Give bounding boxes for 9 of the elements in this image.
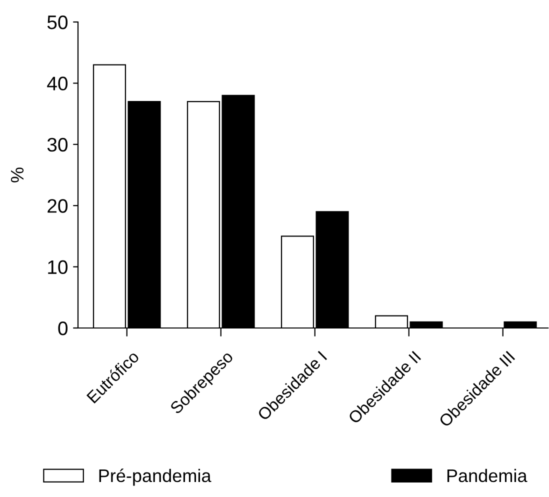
y-tick-label: 10 (48, 260, 68, 274)
y-tick-label: 40 (47, 76, 68, 90)
y-axis-title: % (10, 168, 24, 182)
y-tick-label: 0 (58, 321, 68, 336)
y-tick-label: 50 (47, 15, 68, 30)
y-tick-label: 30 (47, 138, 68, 152)
y-tick-label: 20 (48, 199, 68, 213)
legend-label: Pré-pandemia (99, 468, 212, 486)
legend-label: Pandemia (447, 468, 528, 482)
